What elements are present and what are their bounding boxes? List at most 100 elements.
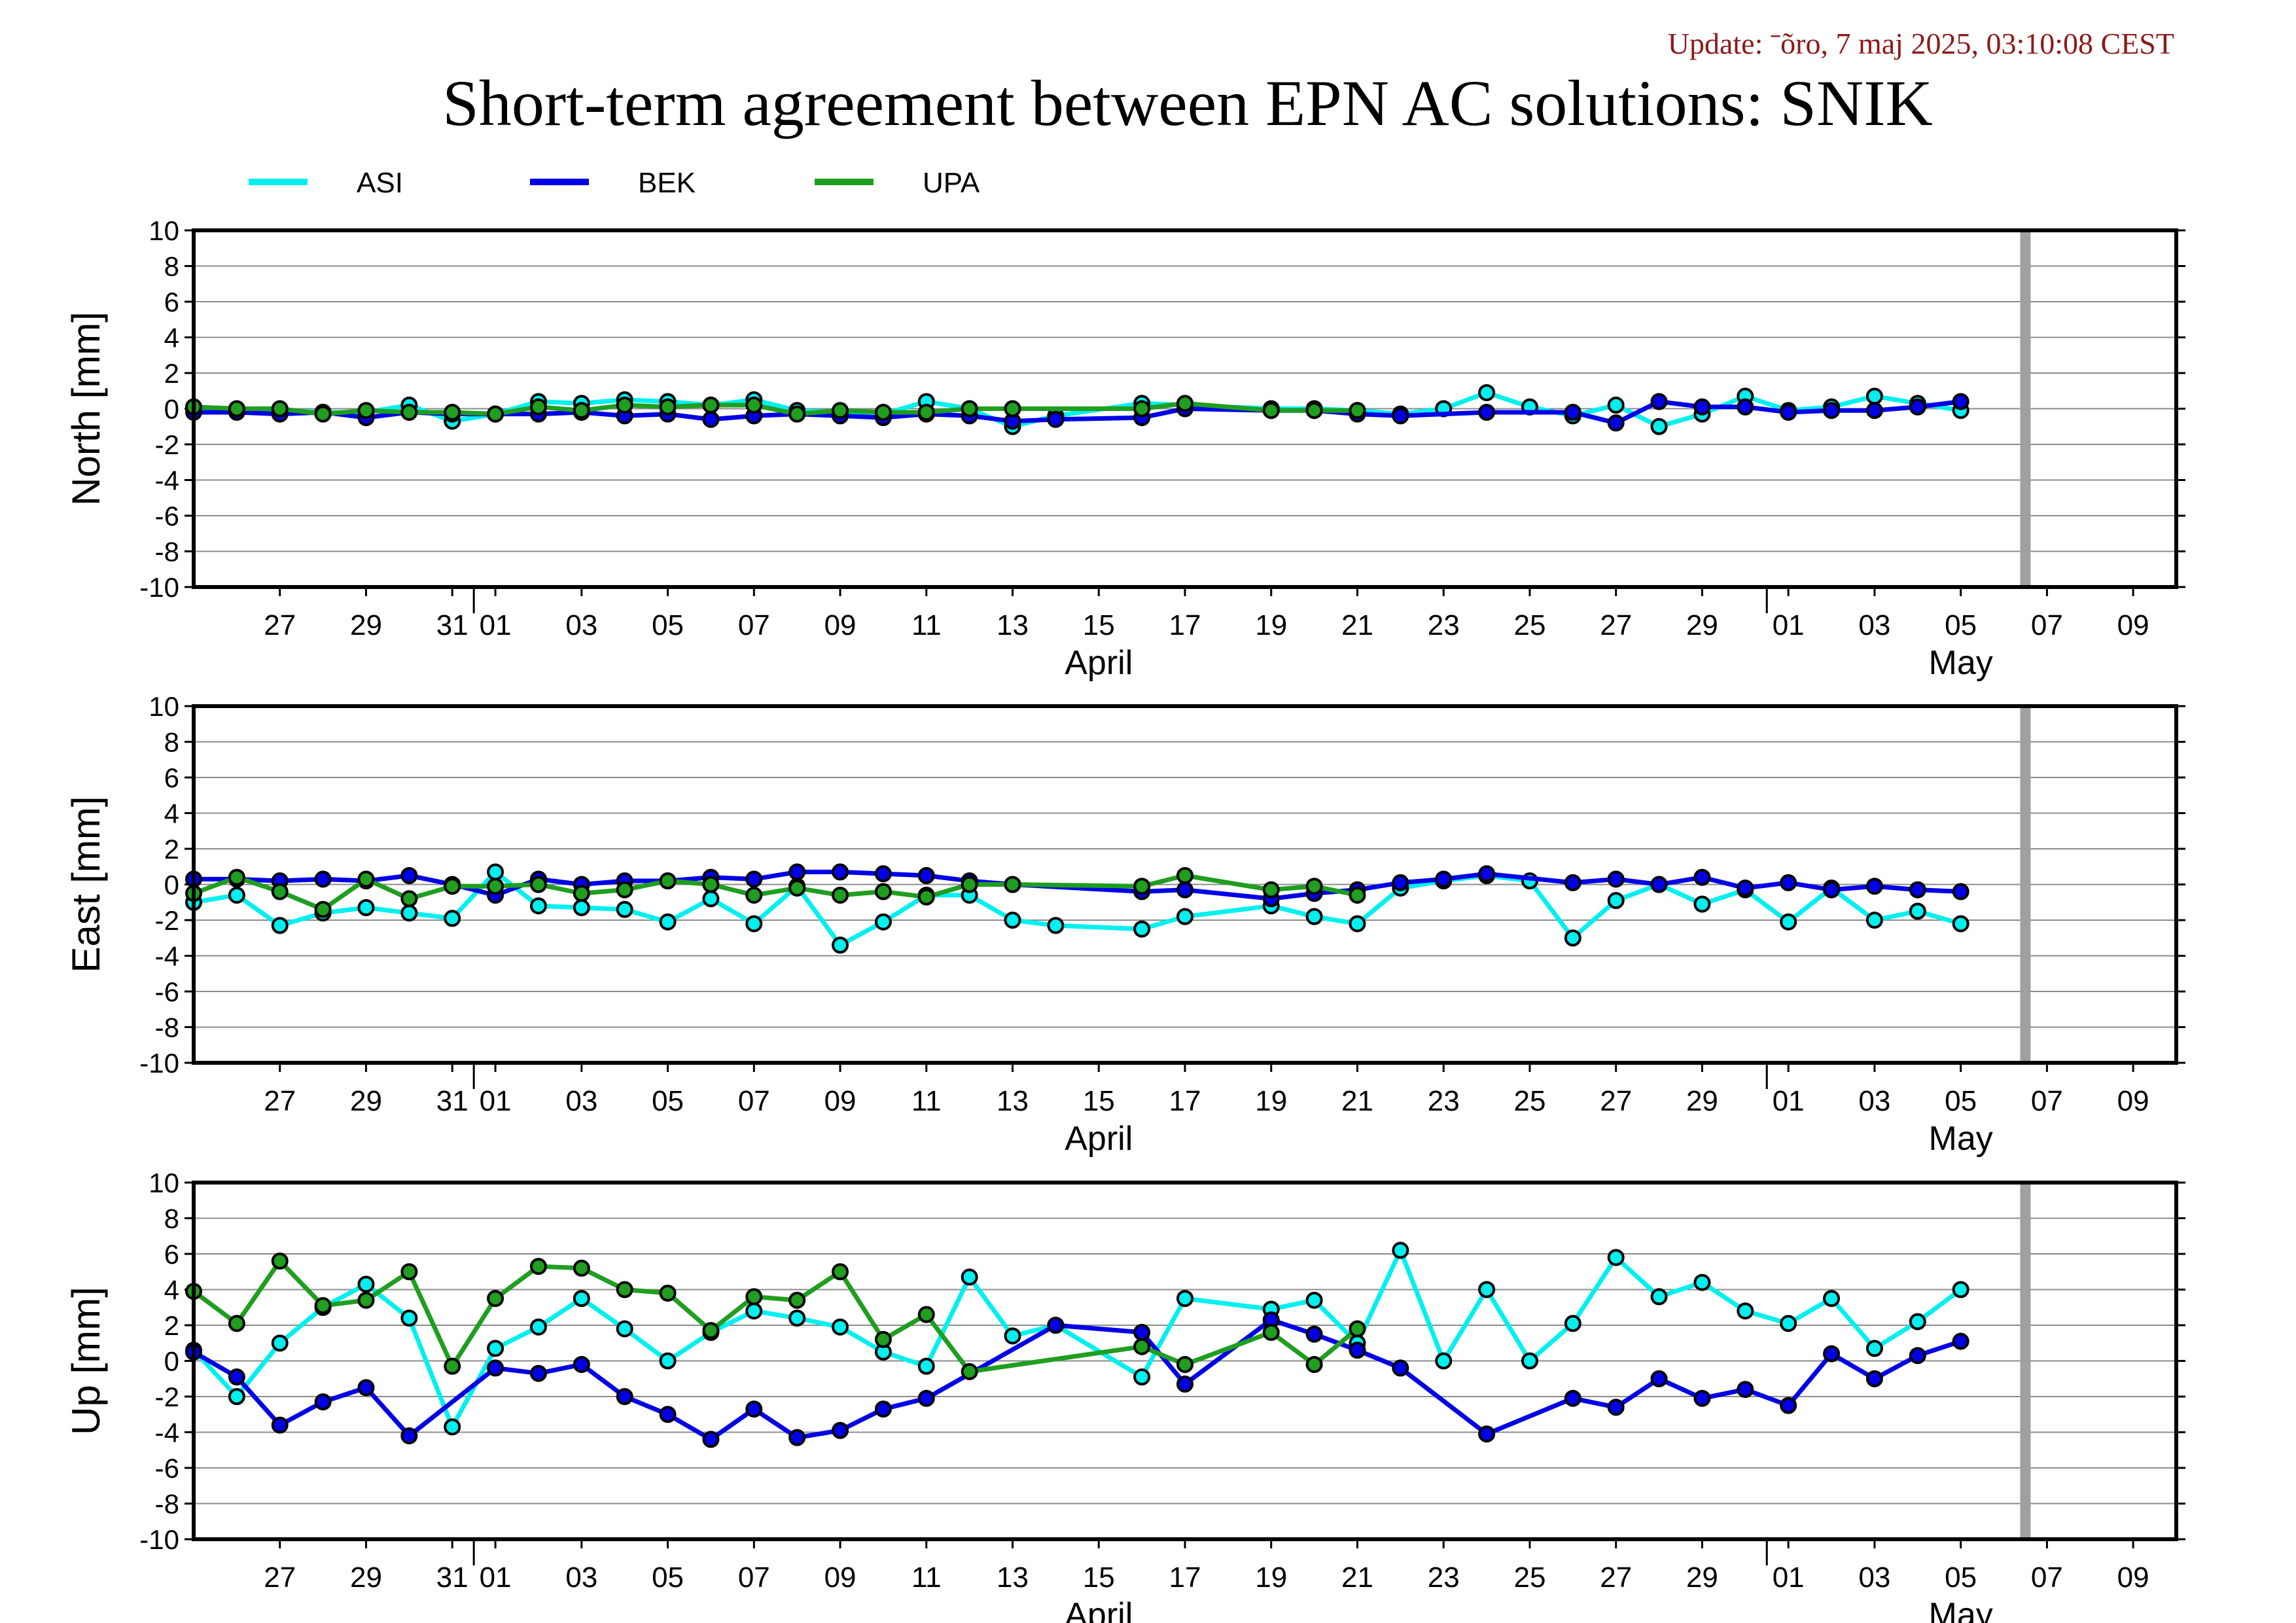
data-point-upa <box>357 402 375 419</box>
x-tick-label: 29 <box>1686 1561 1718 1594</box>
data-point-upa <box>1262 1323 1280 1341</box>
data-point-asi <box>1047 917 1065 935</box>
data-point-bek <box>832 863 849 881</box>
data-point-bek <box>1478 403 1496 421</box>
data-point-asi <box>1521 1352 1538 1370</box>
data-point-bek <box>1650 876 1668 893</box>
data-point-upa <box>616 397 633 414</box>
data-point-bek <box>745 1400 763 1418</box>
x-tick-label: 09 <box>824 609 857 641</box>
month-label: April <box>1065 1596 1133 1623</box>
data-point-upa <box>1176 395 1193 412</box>
x-tick-label: 03 <box>1858 1561 1890 1594</box>
x-tick-label: 01 <box>1773 1561 1805 1594</box>
data-point-asi <box>1305 1291 1323 1309</box>
data-point-bek <box>1737 1381 1754 1399</box>
y-tick-label: -6 <box>155 1453 179 1484</box>
data-point-upa <box>961 1363 978 1380</box>
data-point-asi <box>1478 1281 1496 1298</box>
data-point-upa <box>659 1284 677 1302</box>
data-point-asi <box>702 890 720 908</box>
data-point-upa <box>832 1263 849 1281</box>
data-point-bek <box>1780 1397 1797 1414</box>
data-point-upa <box>228 868 245 886</box>
data-point-bek <box>1909 398 1926 416</box>
x-tick-label: 27 <box>264 1561 296 1594</box>
data-point-upa <box>917 888 935 906</box>
plot-frame <box>192 228 2178 589</box>
data-point-bek <box>487 1359 504 1377</box>
data-point-asi <box>1607 1249 1625 1266</box>
data-point-upa <box>874 403 892 421</box>
data-point-asi <box>1780 913 1797 931</box>
data-point-asi <box>1650 1288 1668 1306</box>
data-point-asi <box>1909 1313 1926 1330</box>
x-tick-label: 11 <box>911 1561 942 1594</box>
x-tick-label: 05 <box>652 609 684 641</box>
data-point-asi <box>1004 912 1021 929</box>
x-tick-label: 19 <box>1255 1561 1287 1594</box>
y-tick-label: -8 <box>155 1489 179 1520</box>
data-point-asi <box>1693 1274 1711 1291</box>
x-tick-label: 05 <box>652 1085 684 1117</box>
data-point-asi <box>573 899 590 916</box>
data-point-asi <box>917 1357 935 1375</box>
data-point-upa <box>1176 866 1193 884</box>
data-point-bek <box>1392 407 1409 425</box>
data-point-upa <box>1349 1320 1366 1338</box>
x-tick-label: 27 <box>264 1085 296 1117</box>
data-point-bek <box>1780 403 1797 421</box>
data-point-asi <box>745 1302 763 1320</box>
data-point-upa <box>529 398 547 416</box>
data-point-asi <box>1693 895 1711 913</box>
x-tick-label: 13 <box>997 609 1029 641</box>
x-tick-label: 13 <box>997 1085 1029 1117</box>
data-point-upa <box>444 878 461 895</box>
data-point-bek <box>529 1364 547 1382</box>
x-tick-label: 29 <box>350 1561 382 1594</box>
data-point-upa <box>444 1357 461 1375</box>
data-point-bek <box>1865 402 1883 419</box>
data-point-asi <box>1737 1302 1754 1320</box>
data-point-upa <box>357 870 375 888</box>
data-point-upa <box>487 405 504 423</box>
today-marker <box>2020 1183 2031 1539</box>
today-marker <box>2020 230 2031 587</box>
data-point-bek <box>1564 874 1581 891</box>
y-tick-label: 0 <box>164 1346 179 1377</box>
x-tick-label: 05 <box>1945 1085 1977 1117</box>
data-point-upa <box>832 886 849 904</box>
data-point-upa <box>228 400 245 418</box>
data-point-asi <box>573 1290 590 1308</box>
series-line-asi <box>193 869 1962 948</box>
x-tick-label: 19 <box>1255 609 1287 641</box>
x-tick-label: 07 <box>738 1561 770 1594</box>
x-tick-label: 03 <box>565 609 597 641</box>
data-point-upa <box>228 1315 245 1332</box>
y-tick-label: 10 <box>149 215 179 246</box>
x-tick-label: 17 <box>1169 1085 1201 1117</box>
legend-label-bek: BEK <box>638 167 696 199</box>
data-point-upa <box>961 400 978 418</box>
y-tick-label: 6 <box>164 762 179 793</box>
data-point-bek <box>702 1431 720 1448</box>
data-point-asi <box>1564 1315 1581 1332</box>
x-tick-label: 29 <box>1686 609 1718 641</box>
data-point-asi <box>228 886 245 904</box>
x-tick-label: 23 <box>1428 1085 1460 1117</box>
x-tick-label: 05 <box>1945 1561 1977 1594</box>
data-point-asi <box>745 915 763 933</box>
data-point-upa <box>702 876 720 893</box>
x-tick-label: 07 <box>2031 609 2063 641</box>
legend: ASI BEK UPA <box>249 167 980 199</box>
x-tick-label: 21 <box>1341 1561 1373 1594</box>
data-point-asi <box>357 899 375 916</box>
data-point-bek <box>357 1379 375 1397</box>
data-point-asi <box>444 1418 461 1436</box>
y-tick-label: 2 <box>164 1310 179 1341</box>
y-tick-label: 4 <box>164 1275 179 1306</box>
data-point-asi <box>616 1320 633 1338</box>
y-tick-label: 6 <box>164 287 179 317</box>
data-point-asi <box>961 1268 978 1286</box>
